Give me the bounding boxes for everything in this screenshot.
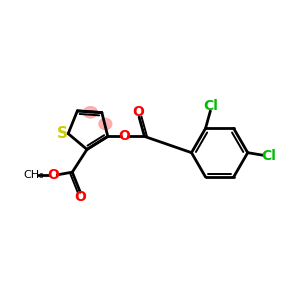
Ellipse shape xyxy=(83,106,98,118)
Text: O: O xyxy=(74,190,86,204)
Text: O: O xyxy=(118,129,130,143)
Text: Cl: Cl xyxy=(262,149,277,163)
Ellipse shape xyxy=(99,118,112,130)
Text: S: S xyxy=(57,126,68,141)
Text: CH₃: CH₃ xyxy=(23,170,44,180)
Text: O: O xyxy=(132,105,144,119)
Text: O: O xyxy=(47,168,59,182)
Text: Cl: Cl xyxy=(203,99,218,113)
